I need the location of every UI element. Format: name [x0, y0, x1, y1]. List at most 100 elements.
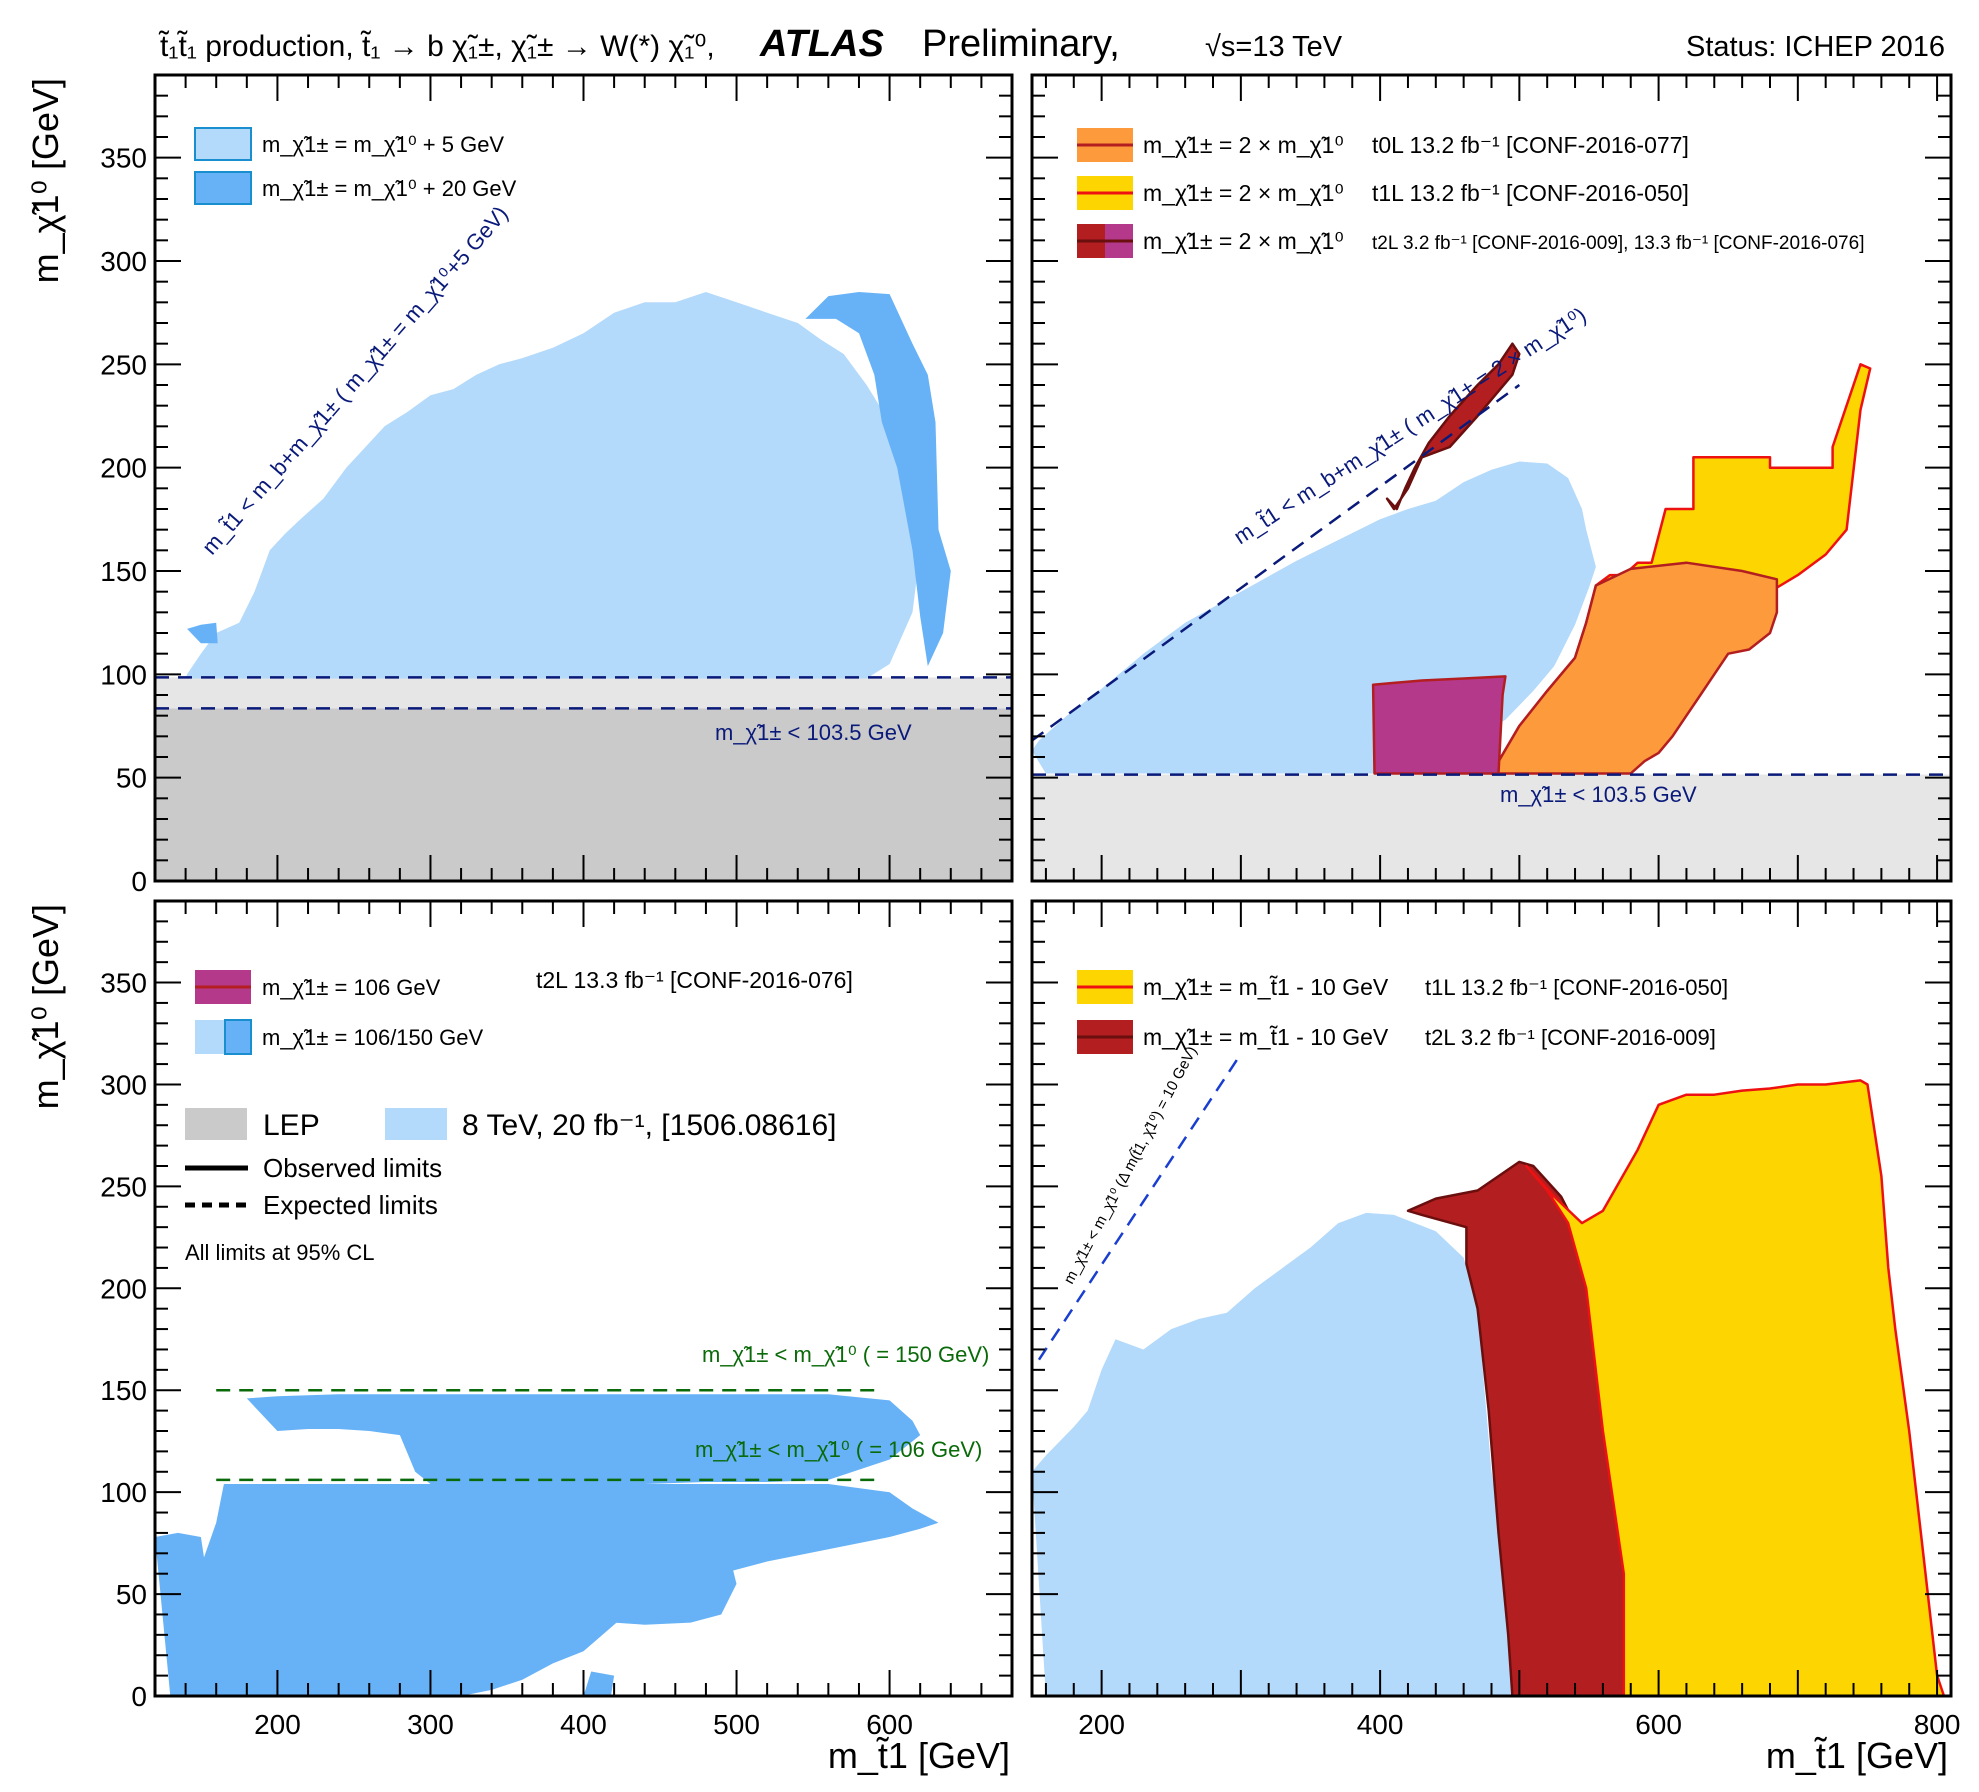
legend-reference: t1L 13.2 fb⁻¹ [CONF-2016-050] [1425, 975, 1728, 1000]
series-8-tev [1032, 1212, 1548, 1696]
x-tick-label: 600 [866, 1709, 913, 1740]
chargino-limit-label: m_χ̃1± < 103.5 GeV [1500, 782, 1697, 807]
series-t2l-13-3-fb-conf-2016-076 [1371, 675, 1507, 775]
y-tick-label: 0 [131, 866, 147, 897]
y-tick-label: 150 [100, 556, 147, 587]
y-tick-label: 100 [100, 659, 147, 690]
legend-swatch [194, 127, 252, 161]
y-tick-label: 300 [100, 246, 147, 277]
y-tick-label: 50 [116, 1579, 147, 1610]
legend-reference: t1L 13.2 fb⁻¹ [CONF-2016-050] [1372, 180, 1689, 206]
x-axis-label-left: m_t̃1 [GeV] [828, 1735, 1010, 1776]
x-tick-label: 500 [713, 1709, 760, 1740]
legend-label: m_χ̃1± = m_t̃1 - 10 GeV [1143, 1024, 1389, 1050]
panel-bottom-left: 200 300 400 500 600 0 50 100 150 200 250 300 350 m_χ̃… [100, 899, 1014, 1740]
legend-swatch [385, 1108, 447, 1140]
band-lep [1032, 774, 1951, 881]
legend-swatch [224, 1019, 252, 1055]
legend-reference: t2L 3.2 fb⁻¹ [CONF-2016-009], 13.3 fb⁻¹ … [1372, 233, 1864, 254]
note-cl: All limits at 95% CL [185, 1240, 375, 1265]
legend-swatch [185, 1108, 247, 1140]
y-tick-label: 350 [100, 968, 147, 999]
y-tick-label: 50 [116, 763, 147, 794]
series-m-1-106-gev [583, 1671, 615, 1696]
x-tick-label: 800 [1914, 1709, 1961, 1740]
legend-label: m_χ̃1± = 2 × m_χ̃1⁰ [1143, 228, 1344, 254]
series-m-1-m-1-20-gev [805, 292, 951, 667]
legend-swatch [194, 171, 252, 205]
legend-label: m_χ̃1± = 106/150 GeV [262, 1025, 483, 1050]
legend-label: m_χ̃1± = m_t̃1 - 10 GeV [1143, 974, 1389, 1000]
y-tick-label: 250 [100, 1171, 147, 1202]
legend-reference: t0L 13.2 fb⁻¹ [CONF-2016-077] [1372, 132, 1689, 158]
panel-bottom-right: 200 400 600 800 m_χ̃1± = m_t̃1 - 10 GeV t1L 1… [1030, 899, 1961, 1740]
atlas-label: ATLAS [759, 23, 884, 65]
legend-reference: t2L 3.2 fb⁻¹ [CONF-2016-009] [1425, 1025, 1716, 1050]
x-tick-label: 200 [1078, 1709, 1125, 1740]
process-title: t̃₁t̃₁ production, t̃₁ → b χ̃₁±, χ̃₁± → … [158, 30, 715, 63]
annotations: m_χ̃1± < m_χ̃1⁰ ( = 150 GeV) m_χ̃1± < m_χ… [695, 1342, 989, 1462]
x-tick-label: 300 [407, 1709, 454, 1740]
legend-label: m_χ̃1± = m_χ̃1⁰ + 20 GeV [262, 176, 517, 201]
x-tick-label: 400 [1357, 1709, 1404, 1740]
x-axis-label-right: m_t̃1 [GeV] [1766, 1735, 1948, 1776]
legend: m_χ̃1± = 2 × m_χ̃1⁰ t0L 13.2 fb⁻¹ [CONF-2… [1077, 128, 1864, 258]
axis-labels: m_t̃1 [GeV] m_t̃1 [GeV] m_χ̃1⁰ [GeV] m_χ… [25, 78, 1948, 1776]
plot-area [155, 292, 1012, 881]
y-tick-label: 350 [100, 143, 147, 174]
series-m-1-150-gev [246, 1394, 921, 1484]
panel-top-right: m_χ̃1± = 2 × m_χ̃1⁰ t0L 13.2 fb⁻¹ [CONF-2… [1030, 73, 1953, 883]
series-m-1-m-1-20-gev [187, 622, 218, 644]
y-tick-label: 150 [100, 1375, 147, 1406]
figure-header: t̃₁t̃₁ production, t̃₁ → b χ̃₁±, χ̃₁± → … [158, 23, 1945, 65]
x-tick-label: 400 [560, 1709, 607, 1740]
legend-label: m_χ̃1± = 106 GeV [262, 975, 441, 1000]
y-tick-label: 0 [131, 1681, 147, 1712]
chargino-150-label: m_χ̃1± < m_χ̃1⁰ ( = 150 GeV) [702, 1342, 989, 1367]
legend: m_χ̃1± = 106 GeV m_χ̃1± = 106/150 GeV t2L … [185, 967, 853, 1265]
legend-label: Observed limits [263, 1153, 442, 1183]
chargino-106-label: m_χ̃1± < m_χ̃1⁰ ( = 106 GeV) [695, 1437, 982, 1462]
x-tick-label: 200 [254, 1709, 301, 1740]
band-lep [155, 708, 1012, 881]
legend: m_χ̃1± = m_t̃1 - 10 GeV t1L 13.2 fb⁻¹ [CO… [1077, 970, 1728, 1054]
series-t1l-13-2-fb-conf-2016-050 [1525, 1079, 1946, 1696]
annotations: m_χ̃1± < m_χ̃1⁰ (Δ m(t̃1, χ̃1⁰) = 10 GeV… [1060, 1044, 1200, 1287]
mass-difference-line [1037, 1053, 1242, 1361]
series-t2l-3-2-fb-conf-2016-009 [1385, 342, 1521, 511]
legend: m_χ̃1± = m_χ̃1⁰ + 5 GeV m_χ̃1± = m_χ̃1⁰ +… [194, 127, 517, 205]
y-tick-label: 100 [100, 1477, 147, 1508]
legend-label: m_χ̃1± = m_χ̃1⁰ + 5 GeV [262, 132, 504, 157]
plot-area [155, 1388, 939, 1696]
plot-area [1032, 1053, 1946, 1696]
legend-label: Expected limits [263, 1190, 438, 1220]
y-tick-label: 200 [100, 1273, 147, 1304]
panel-top-left: 0 50 100 150 200 250 300 350 m_χ̃1± = m_χ̃1⁰ + 5… [100, 73, 1014, 897]
y-axis-label-bottom: m_χ̃1⁰ [GeV] [25, 904, 66, 1109]
legend-label: LEP [263, 1109, 320, 1142]
series-m-1-106-gev [575, 1520, 737, 1625]
energy-label: √s=13 TeV [1205, 31, 1343, 63]
y-tick-label: 250 [100, 349, 147, 380]
series-m-1-m-1-5-gev [185, 292, 921, 679]
plot-area [1032, 342, 1951, 881]
preliminary-label: Preliminary, [922, 23, 1120, 65]
mass-difference-label: m_χ̃1± < m_χ̃1⁰ (Δ m(t̃1, χ̃1⁰) = 10 GeV… [1060, 1044, 1200, 1287]
y-axis-label-top: m_χ̃1⁰ [GeV] [25, 78, 66, 283]
legend-label: m_χ̃1± = 2 × m_χ̃1⁰ [1143, 180, 1344, 206]
band-lep [155, 677, 1012, 709]
legend-label: 8 TeV, 20 fb⁻¹, [1506.08616] [462, 1109, 836, 1142]
series-m-1-106-gev [155, 1484, 939, 1696]
reference-line-navy-dashed [1032, 383, 1521, 742]
y-tick-label: 300 [100, 1069, 147, 1100]
chargino-limit-label: m_χ̃1± < 103.5 GeV [715, 720, 912, 745]
x-tick-label: 600 [1635, 1709, 1682, 1740]
y-tick-label: 200 [100, 453, 147, 484]
series-m-1-106-gev [216, 1561, 354, 1696]
series-8-tev [1032, 461, 1596, 774]
legend-reference: t2L 13.3 fb⁻¹ [CONF-2016-076] [536, 967, 853, 993]
series-t2l-3-2-fb-conf-2016-009 [1406, 1160, 1626, 1696]
legend-label: m_χ̃1± = 2 × m_χ̃1⁰ [1143, 132, 1344, 158]
